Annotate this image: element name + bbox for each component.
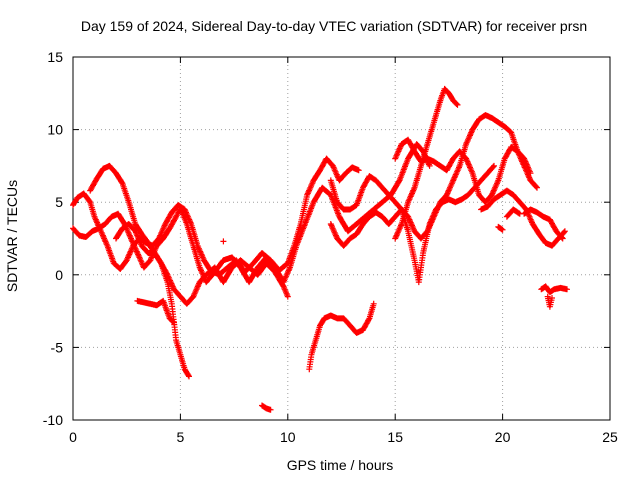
track-9 [392,136,534,206]
y-tick-label-0: 0 [55,267,63,283]
track-18-markers [220,238,227,245]
x-axis-label: GPS time / hours [286,457,394,473]
y-tick-label--5: -5 [51,339,64,355]
x-tick-label-20: 20 [495,429,511,445]
track-6-markers [306,300,377,373]
grid-lines [73,57,610,420]
track-5 [134,297,177,326]
x-tick-label-10: 10 [280,429,296,445]
track-3 [87,162,291,307]
x-tick-label-25: 25 [602,429,618,445]
y-tick-label-15: 15 [47,49,63,65]
track-4-markers [113,221,192,380]
track-13-markers [503,206,523,220]
axis-ticks: 0 5 10 15 20 25 -10 -5 0 5 10 15 [43,49,618,445]
track-12 [478,187,568,249]
track-10-markers [392,85,461,242]
track-2 [70,141,433,286]
track-9-markers [392,136,534,206]
y-tick-label-5: 5 [55,194,63,210]
track-16 [538,283,570,296]
track-11-markers [327,162,497,286]
track-14-markers [495,223,506,233]
track-13 [503,206,523,220]
track-17 [544,293,555,310]
track-18 [220,238,227,245]
track-16-markers [538,283,570,296]
track-7 [259,402,274,413]
x-tick-label-0: 0 [69,429,77,445]
track-12-markers [478,187,568,249]
y-axis-label: SDTVAR / TECUs [4,179,20,293]
data-points [70,85,570,413]
track-17-markers [544,293,555,310]
track-4 [113,221,192,380]
track-6 [306,300,377,373]
x-tick-label-15: 15 [387,429,403,445]
track-15-markers [521,206,566,242]
track-5-markers [134,297,177,326]
track-11 [327,162,497,286]
plot-frame [72,56,611,421]
y-tick-label--10: -10 [43,412,63,428]
track-7-markers [259,402,274,413]
track-10 [392,85,461,242]
y-tick-label-10: 10 [47,122,63,138]
x-tick-label-5: 5 [177,429,185,445]
track-15 [521,206,566,242]
track-2-markers [70,141,433,286]
track-14 [495,223,506,233]
track-3-markers [87,162,291,307]
chart-title: Day 159 of 2024, Sidereal Day-to-day VTE… [80,18,588,34]
